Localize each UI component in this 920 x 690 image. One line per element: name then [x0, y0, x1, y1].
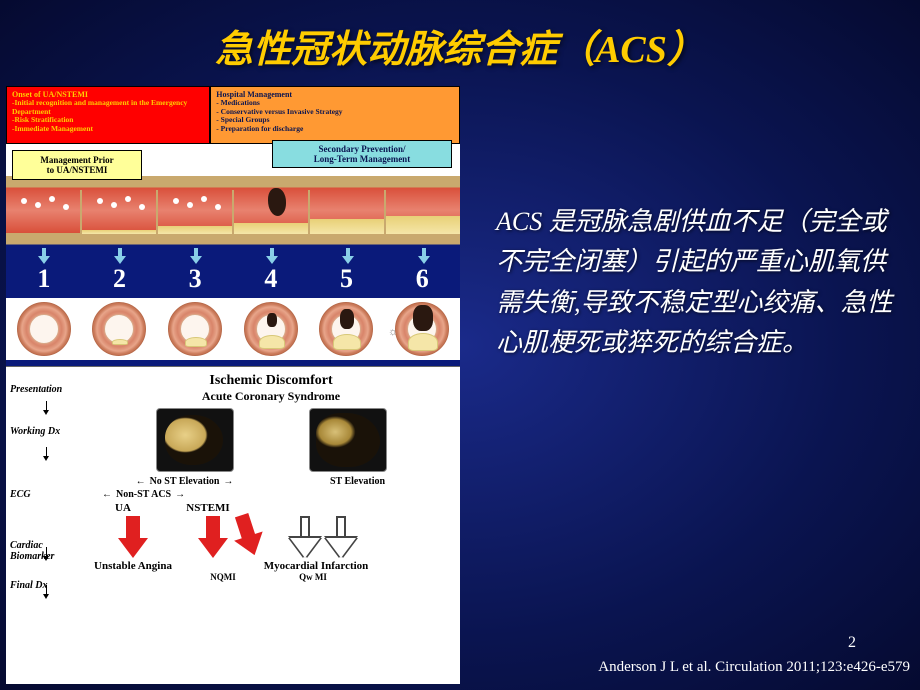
cross-3	[168, 302, 222, 356]
arrow-down-icon	[418, 248, 430, 264]
sec-row: Management Prior to UA/NSTEMI Secondary …	[6, 144, 460, 176]
secondary-prev-box: Secondary Prevention/ Long-Term Manageme…	[272, 140, 452, 168]
page-number: 2	[848, 634, 856, 652]
cross-4	[244, 302, 298, 356]
heart-images	[118, 408, 424, 472]
arrow-down-icon	[46, 585, 47, 595]
num-4: 4	[233, 260, 309, 300]
page-marker-icon: ☼	[388, 326, 398, 338]
num-3: 3	[157, 260, 233, 300]
arrow-down-icon	[46, 447, 47, 457]
onset-l3: -Immediate Management	[12, 125, 204, 134]
num-6: 6	[384, 260, 460, 300]
onset-l1: -Initial recognition and management in t…	[12, 99, 204, 116]
side-labels: Presentation Working Dx ECG Cardiac Biom…	[10, 375, 84, 605]
top-flow-row: Onset of UA/NSTEMI -Initial recognition …	[6, 86, 460, 144]
artery-lumen	[6, 190, 460, 234]
figure-panel: Onset of UA/NSTEMI -Initial recognition …	[6, 86, 460, 684]
mi-label: Myocardial Infarction	[178, 560, 454, 572]
qwmi-label: Qw MI	[268, 572, 358, 582]
arrow-red-diag-icon	[227, 511, 269, 562]
lbl-final: Final Dx	[10, 565, 84, 605]
arrow-down-icon	[46, 401, 47, 411]
nqmi-label: NQMI	[178, 572, 268, 582]
nstemi-label: NSTEMI	[158, 502, 258, 514]
arrow-red-icon	[118, 516, 148, 560]
lbl-presentation: Presentation	[10, 375, 84, 403]
mi-subtype-row: NQMI Qw MI	[88, 572, 454, 582]
arrow-down-icon	[114, 248, 126, 264]
arrow-outline-icon	[290, 516, 320, 560]
st-label: ST Elevation	[271, 476, 444, 487]
hospital-box: Hospital Management - Medications - Cons…	[210, 86, 460, 144]
cross-6	[395, 302, 449, 356]
num-5: 5	[309, 260, 385, 300]
arrow-down-icon	[342, 248, 354, 264]
arrow-down-icon	[38, 248, 50, 264]
arrow-red-icon	[198, 516, 228, 560]
ua-nstemi-row: UA NSTEMI	[88, 502, 454, 514]
slide-title: 急性冠状动脉综合症（ACS）	[0, 0, 920, 73]
arrow-down-icon	[266, 248, 278, 264]
heart-stemi	[309, 408, 387, 472]
segment-numbers: 1 2 3 4 5 6	[6, 260, 460, 300]
arrow-down-icon	[190, 248, 202, 264]
final-dx-row: Unstable Angina Myocardial Infarction	[88, 560, 454, 572]
body-text: ACS 是冠脉急剧供血不足（完全或不完全闭塞）引起的严重心肌氧供需失衡,导致不稳…	[496, 202, 896, 363]
outcome-arrows	[98, 516, 444, 560]
onset-box: Onset of UA/NSTEMI -Initial recognition …	[6, 86, 210, 144]
ua-label: UA	[88, 502, 158, 514]
hosp-l4: - Preparation for discharge	[216, 125, 454, 134]
heart-nstemi	[156, 408, 234, 472]
citation: Anderson J L et al. Circulation 2011;123…	[598, 659, 910, 676]
acs-classification-diagram: Presentation Working Dx ECG Cardiac Biom…	[6, 366, 460, 684]
unstable-angina-label: Unstable Angina	[88, 560, 178, 572]
ischemic-title: Ischemic Discomfort	[88, 373, 454, 389]
mgmt-prior-box: Management Prior to UA/NSTEMI	[12, 150, 142, 180]
cross-1	[17, 302, 71, 356]
num-2: 2	[82, 260, 158, 300]
nonst-row: Non-ST ACS	[98, 489, 444, 500]
arrow-outline-icon	[326, 516, 356, 560]
nonst-label: Non-ST ACS	[102, 489, 185, 500]
cross-2	[92, 302, 146, 356]
no-st-label: No ST Elevation	[136, 476, 234, 487]
cross-5	[319, 302, 373, 356]
lbl-ecg: ECG	[10, 451, 84, 537]
acs-subtitle: Acute Coronary Syndrome	[88, 389, 454, 404]
arrow-down-icon	[46, 547, 47, 557]
lbl-working: Working Dx	[10, 411, 84, 451]
ecg-row: No ST Elevation ST Elevation	[98, 476, 444, 487]
num-1: 1	[6, 260, 82, 300]
